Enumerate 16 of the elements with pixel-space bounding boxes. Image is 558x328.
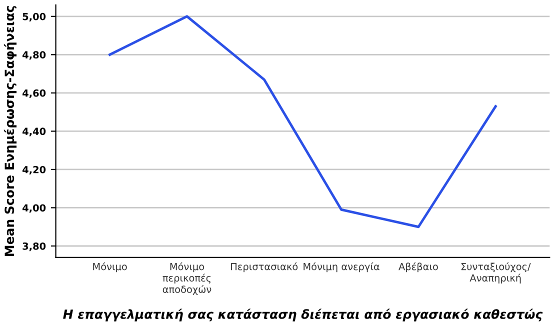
y-axis-title: Mean Score Ενημέρωσης-Σαφήνειας <box>4 6 17 256</box>
y-tick-label: 4,60 <box>22 89 46 98</box>
x-axis-title: Η επαγγελματική σας κατάσταση διέπεται από εργασιακό καθεστώς <box>63 308 543 322</box>
x-tick-label: Συνταξιούχος/ Αναπηρική <box>461 262 531 284</box>
x-tick-label: Μόνιμο περικοπές αποδοχών <box>162 262 212 295</box>
x-tick-label: Μόνιμη ανεργία <box>304 262 380 272</box>
y-tick-label: 4,00 <box>22 204 46 213</box>
x-tick-label: Μόνιμο <box>93 262 127 272</box>
y-tick-label: 5,00 <box>22 12 46 22</box>
y-tick-label: 4,40 <box>22 128 46 136</box>
y-tick-label: 4,80 <box>22 51 46 60</box>
y-tick-label: 3,80 <box>22 242 46 252</box>
y-tick-label: 4,20 <box>22 166 46 175</box>
x-tick-label: Περιστασιακό <box>231 262 298 272</box>
x-tick-label: Αβέβαιο <box>398 262 438 272</box>
line-series <box>108 15 497 228</box>
